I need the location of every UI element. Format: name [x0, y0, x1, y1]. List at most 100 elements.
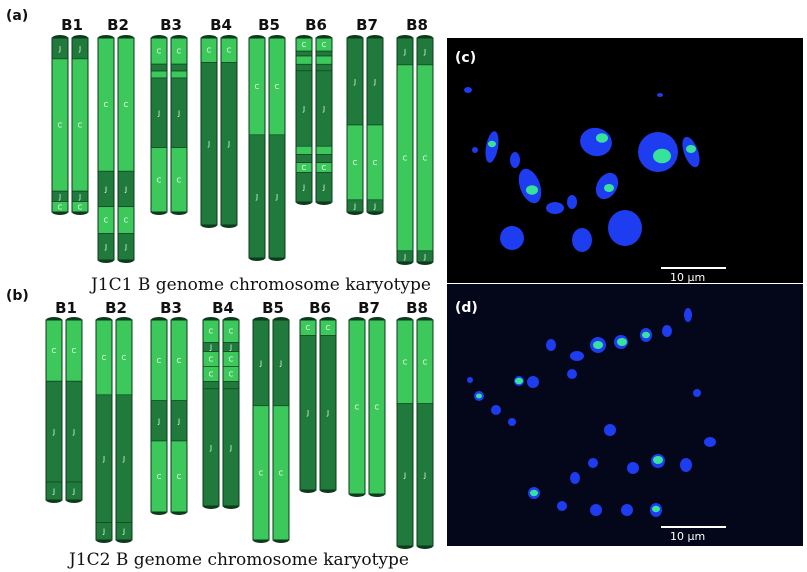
panel-d-scale-label: 10 μm	[670, 530, 705, 543]
chromosome-outline	[117, 37, 135, 261]
panel-a-chromatid: J C J	[346, 35, 364, 215]
nucleus	[657, 93, 663, 97]
nucleus	[546, 339, 556, 351]
segment-genome-label: J	[229, 444, 232, 452]
segment-genome-label: C	[58, 122, 63, 130]
panel-b-chromatid: C J J	[65, 317, 83, 503]
chromosome-outline	[252, 319, 270, 541]
panel-b-chromatid: C J J	[45, 317, 63, 503]
segment-genome-label: C	[375, 404, 380, 412]
panel-b-chromosome-label: B7	[358, 299, 380, 317]
segment-genome-label: J	[104, 243, 107, 251]
chromosome-outline	[295, 37, 313, 203]
segment-genome-label: J	[275, 193, 278, 201]
panel-b-chromosome-b1: B1 C J J C J J	[45, 299, 83, 503]
panel-a-chromosome-b7: B7 J C J J C J	[346, 16, 384, 215]
panel-b-chromatid: JC	[272, 317, 290, 543]
panel-a-chromosome-label: B4	[210, 16, 232, 34]
segment-genome-label: C	[124, 217, 129, 225]
segment-genome-label: C	[122, 354, 127, 362]
panel-a-chromatid: C J C J	[117, 35, 135, 263]
chromosome-outline	[150, 319, 168, 513]
segment-genome-label: J	[72, 488, 75, 496]
segment-genome-label: J	[58, 45, 61, 53]
segment-genome-label: C	[72, 347, 77, 355]
nucleus	[546, 202, 564, 214]
segment-c	[295, 145, 313, 155]
panel-b-karyotype: (b) B1CJJCJJB2CJJCJJB3CJCCJCB4CJCCJCJCCJ…	[6, 288, 434, 570]
panel-a-karyotype: (a) B1JCJCJCJCB2CJCJCJCJB3CJCCJCB4CJCJB5…	[6, 8, 434, 295]
panel-b-chromatid: CJ	[416, 317, 434, 549]
nucleus	[472, 147, 478, 153]
panel-d-background	[447, 284, 803, 546]
segment-genome-label: J	[306, 409, 309, 417]
segment-j	[295, 154, 313, 163]
segment-genome-label: C	[52, 347, 57, 355]
chromosome-outline	[71, 37, 89, 213]
segment-genome-label: C	[302, 164, 307, 172]
segment-genome-label: J	[302, 105, 305, 113]
nucleus	[621, 504, 633, 516]
segment-j	[315, 63, 333, 72]
segment-genome-label: J	[52, 428, 55, 436]
segment-genome-label: J	[326, 409, 329, 417]
segment-genome-label: J	[124, 243, 127, 251]
segment-genome-label: C	[104, 217, 109, 225]
panel-b-chromosome-label: B5	[262, 299, 284, 317]
chromosome-outline	[396, 319, 414, 547]
chromosome-outline	[95, 319, 113, 541]
nucleus	[662, 325, 672, 337]
panel-a-letter: (a)	[6, 8, 28, 24]
segment-j	[295, 63, 313, 72]
chromosome-outline	[348, 319, 366, 495]
chromosome-outline	[315, 37, 333, 203]
segment-j	[315, 50, 333, 57]
panel-c-cells	[464, 87, 700, 252]
green-signal	[617, 338, 627, 346]
chromosome-outline	[248, 37, 266, 259]
segment-genome-label: C	[227, 47, 232, 55]
segment-genome-label: J	[229, 343, 232, 351]
chromosome-outline	[272, 319, 290, 541]
green-signal	[596, 133, 608, 143]
segment-genome-label: J	[102, 528, 105, 536]
segment-genome-label: C	[104, 101, 109, 109]
segment-genome-label: J	[353, 202, 356, 210]
segment-genome-label: J	[423, 48, 426, 56]
green-signal	[488, 140, 496, 148]
segment-genome-label: J	[259, 359, 262, 367]
green-signal	[642, 331, 650, 339]
chromosome-outline	[368, 319, 386, 495]
segment-genome-label: C	[326, 324, 331, 332]
segment-genome-label: C	[423, 358, 428, 366]
chromosome-outline	[299, 319, 317, 491]
segment-genome-label: J	[207, 140, 210, 148]
panel-a-chromatid: J C J	[416, 35, 434, 265]
nucleus	[570, 351, 584, 361]
nucleus	[590, 504, 602, 516]
segment-genome-label: C	[355, 404, 360, 412]
panel-a-chromatid: C J C J	[315, 35, 333, 205]
segment-genome-label: J	[227, 140, 230, 148]
segment-c	[295, 55, 313, 65]
segment-genome-label: C	[177, 357, 182, 365]
panel-c-letter: (c)	[455, 50, 476, 66]
chromosome-outline	[115, 319, 133, 541]
nucleus	[500, 226, 524, 250]
segment-genome-label: C	[353, 159, 358, 167]
nucleus	[510, 152, 520, 168]
panel-d-letter: (d)	[455, 300, 478, 316]
panel-b-chromatid: C J J	[95, 317, 113, 543]
segment-genome-label: J	[403, 471, 406, 479]
nucleus	[693, 389, 701, 397]
panel-a-chromosome-label: B3	[160, 16, 182, 34]
segment-genome-label: J	[122, 528, 125, 536]
segment-genome-label: C	[124, 101, 129, 109]
segment-genome-label: J	[322, 184, 325, 192]
chromosome-outline	[319, 319, 337, 491]
segment-genome-label: C	[279, 469, 284, 477]
chromosomes-a: B1JCJCJCJCB2CJCJCJCJB3CJCCJCB4CJCJB5CJCJ…	[51, 16, 434, 265]
